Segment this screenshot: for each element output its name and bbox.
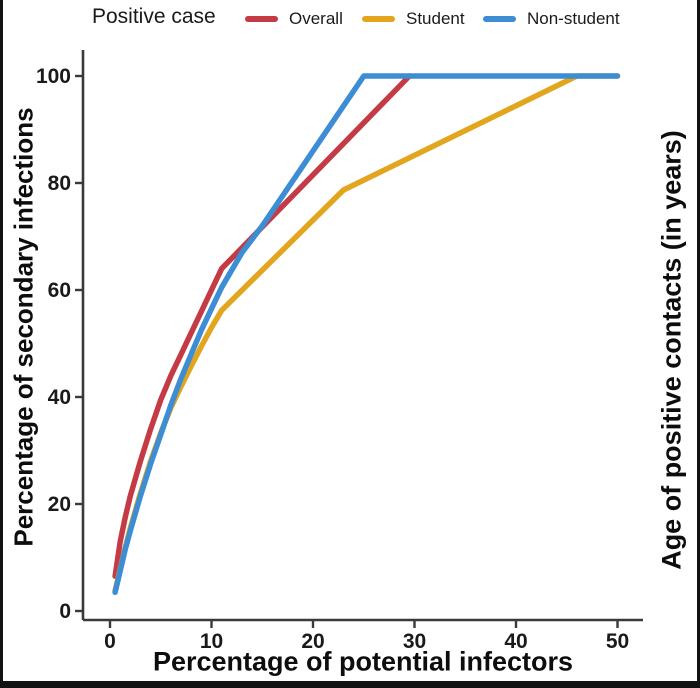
x-axis-title: Percentage of potential infectors [152,646,574,677]
x-tick-label: 20 [301,630,324,653]
legend-key-overall-icon [245,16,278,22]
series-line-non-student [112,73,621,596]
y2-axis-title: Age of positive contacts (in years) [656,130,687,570]
y-tick-label: 60 [48,279,71,302]
frame-border-right [697,0,700,688]
legend-label-overall: Overall [289,9,343,28]
series-line-overall [112,73,413,579]
x-tick-label: 40 [504,630,527,653]
y-tick-label: 40 [48,386,71,409]
y-tick-label: 80 [48,172,71,195]
legend-title: Positive case [92,5,216,28]
x-tick-label: 10 [200,630,223,653]
legend-label-student: Student [406,9,465,28]
x-tick-label: 30 [403,630,426,653]
y-tick-label: 20 [48,493,71,516]
y-axis-title: Percentage of secondary infections [8,107,39,547]
legend-label-non-student: Non-student [527,9,620,28]
x-tick-label: 0 [104,630,116,653]
y-tick-label: 100 [36,65,71,88]
frame-border-left [0,0,3,688]
frame-border-bottom [0,681,700,688]
x-tick-label: 50 [606,630,629,653]
y-tick-label: 0 [59,600,71,623]
legend-key-non-student-icon [483,16,516,22]
legend-key-student-icon [362,16,395,22]
